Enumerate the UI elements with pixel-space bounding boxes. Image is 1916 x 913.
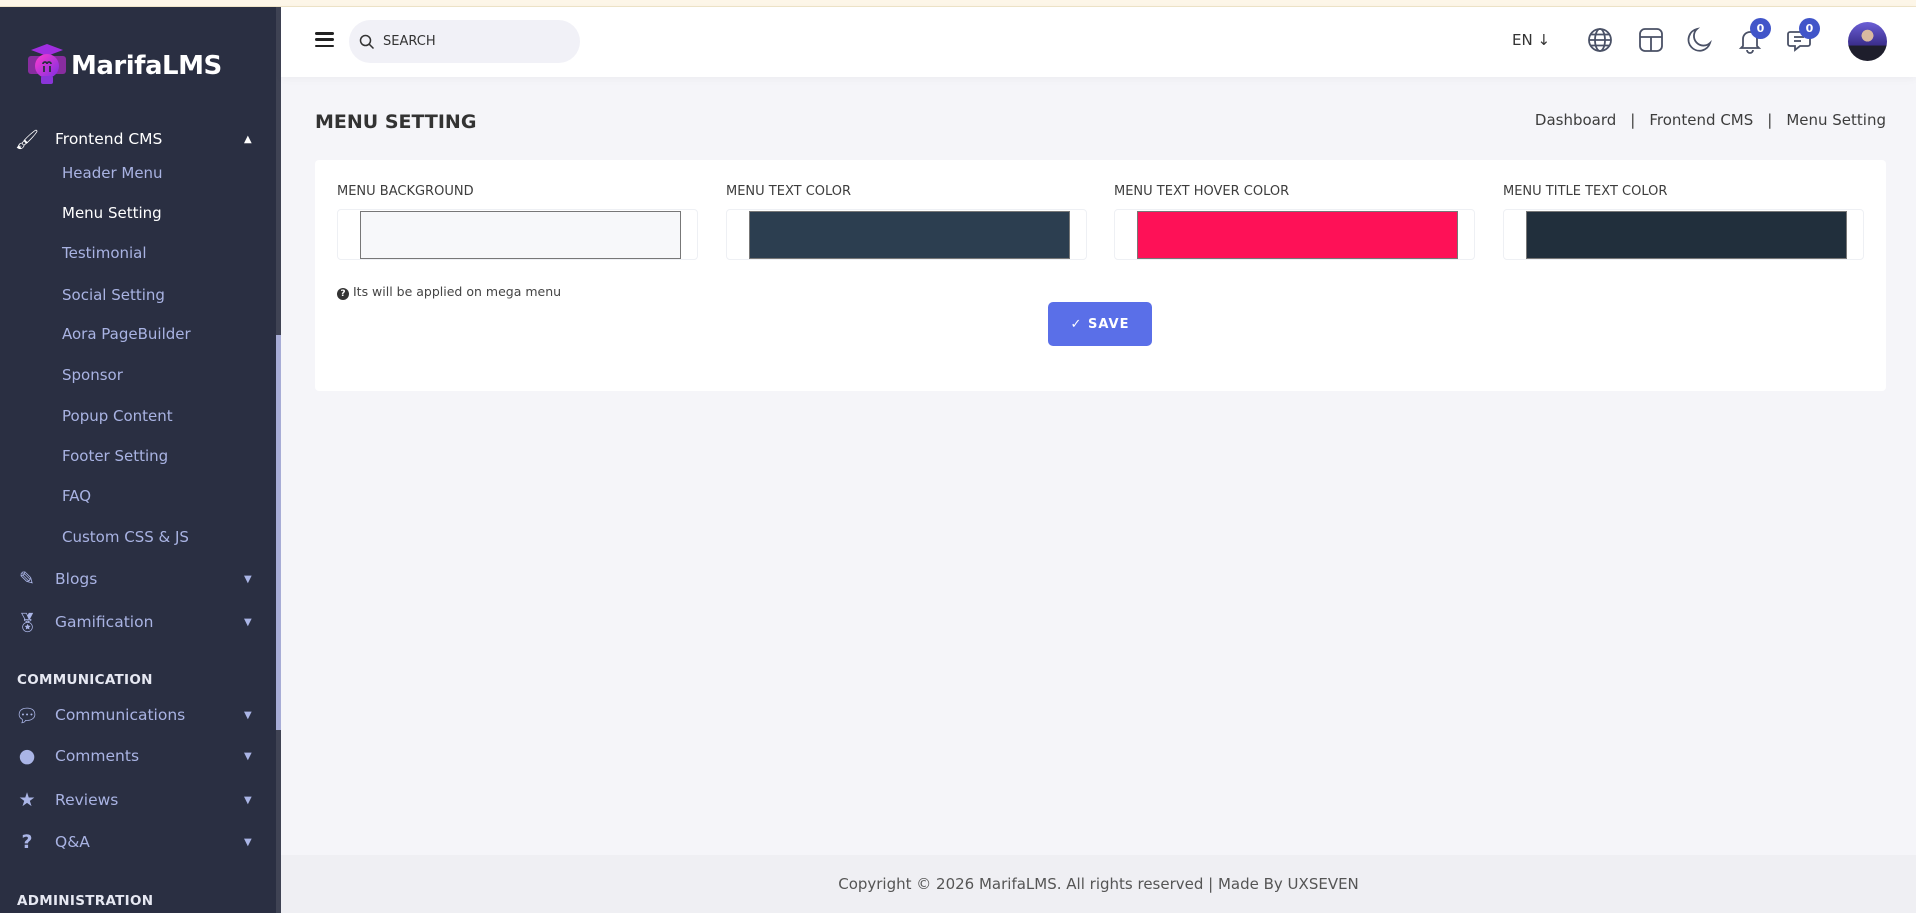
comment-icon: ● <box>18 745 36 767</box>
edit-icon: ✎ <box>19 568 35 590</box>
question-circle-icon: ? <box>337 288 349 300</box>
menu-text-hover-color-input[interactable] <box>1114 209 1475 260</box>
search-box[interactable] <box>349 20 580 63</box>
medal-icon: 🏅︎ <box>15 611 40 634</box>
search-input[interactable] <box>383 34 553 49</box>
caret-down-icon: ▼ <box>244 709 252 721</box>
sidebar-item-label: Reviews <box>55 791 119 809</box>
sidebar-item-comments[interactable]: ● Comments ▼ <box>0 738 276 774</box>
save-label: SAVE <box>1087 316 1130 332</box>
breadcrumb-frontend-cms[interactable]: Frontend CMS <box>1649 111 1754 129</box>
caret-down-icon: ▼ <box>244 573 252 585</box>
search-icon <box>359 34 375 49</box>
notifications-badge: 0 <box>1750 18 1771 39</box>
color-swatch[interactable] <box>749 211 1070 259</box>
sidebar-subitem-testimonial[interactable]: Testimonial <box>62 244 147 262</box>
layout-icon <box>1639 28 1663 52</box>
messages-button[interactable]: 0 <box>1785 18 1820 54</box>
messages-badge: 0 <box>1799 18 1820 39</box>
sidebar-scrollbar-thumb[interactable] <box>276 335 281 730</box>
breadcrumb-dashboard[interactable]: Dashboard <box>1534 111 1617 129</box>
sidebar-item-frontend-cms[interactable]: 🖌︎ Frontend CMS ▲ <box>0 121 276 157</box>
menu-title-text-color-input[interactable] <box>1503 209 1864 260</box>
browser-notice-strip <box>0 0 1916 7</box>
menu-setting-card: MENU BACKGROUND MENU TEXT COLOR MENU TEX… <box>315 160 1886 391</box>
notifications-button[interactable]: 0 <box>1736 18 1771 54</box>
globe-button[interactable] <box>1586 26 1614 54</box>
sidebar-subitem-social-setting[interactable]: Social Setting <box>62 286 165 304</box>
layout-button[interactable] <box>1637 26 1665 54</box>
caret-down-icon: ▼ <box>244 794 252 806</box>
brand-name: MarifaLMS <box>71 51 222 81</box>
comments-icon: 💬︎ <box>15 704 40 727</box>
menu-text-color-input[interactable] <box>726 209 1087 260</box>
lightbulb-logo-icon <box>28 44 66 84</box>
sidebar-subitem-footer-setting[interactable]: Footer Setting <box>62 447 169 465</box>
section-communication: COMMUNICATION <box>17 672 153 688</box>
menu-background-label: MENU BACKGROUND <box>337 184 474 199</box>
save-button[interactable]: ✓ SAVE <box>1048 302 1152 346</box>
breadcrumb-separator: | <box>1767 111 1773 129</box>
sidebar-item-label: Comments <box>55 747 140 765</box>
caret-down-icon: ▼ <box>244 750 252 762</box>
sidebar-item-gamification[interactable]: 🏅︎ Gamification ▼ <box>0 604 276 640</box>
footer: Copyright © 2026 MarifaLMS. All rights r… <box>281 855 1916 913</box>
question-icon: ? <box>21 831 33 853</box>
color-swatch[interactable] <box>1137 211 1458 259</box>
sidebar-subitem-sponsor[interactable]: Sponsor <box>62 366 123 384</box>
sidebar-item-label: Communications <box>55 706 186 724</box>
sidebar-subitem-custom-css-js[interactable]: Custom CSS & JS <box>62 528 189 546</box>
menu-title-text-color-label: MENU TITLE TEXT COLOR <box>1503 184 1668 199</box>
logo[interactable]: MarifaLMS <box>27 42 222 90</box>
menu-text-color-label: MENU TEXT COLOR <box>726 184 852 199</box>
caret-down-icon: ▼ <box>244 836 252 848</box>
paint-roller-icon: 🖌︎ <box>15 128 40 151</box>
sidebar-item-qa[interactable]: ? Q&A ▼ <box>0 824 276 860</box>
moon-icon <box>1687 27 1712 52</box>
sidebar-item-label: Q&A <box>55 833 90 851</box>
help-note: ? Its will be applied on mega menu <box>337 284 561 300</box>
breadcrumb-separator: | <box>1630 111 1636 129</box>
sidebar-subitem-popup-content[interactable]: Popup Content <box>62 407 173 425</box>
sidebar-subitem-menu-setting[interactable]: Menu Setting <box>62 204 162 222</box>
menu-text-hover-color-label: MENU TEXT HOVER COLOR <box>1114 184 1290 199</box>
user-avatar[interactable] <box>1848 22 1887 61</box>
page-title: MENU SETTING <box>315 111 477 133</box>
color-swatch[interactable] <box>360 211 681 259</box>
sidebar-subitem-header-menu[interactable]: Header Menu <box>62 164 163 182</box>
arrow-down-icon: ↓ <box>1537 31 1551 49</box>
sidebar-item-communications[interactable]: 💬︎ Communications ▼ <box>0 697 276 733</box>
caret-down-icon: ▼ <box>244 616 252 628</box>
sidebar-item-blogs[interactable]: ✎ Blogs ▼ <box>0 561 276 597</box>
sidebar-item-label: Blogs <box>55 570 98 588</box>
sidebar-subitem-aora-pagebuilder[interactable]: Aora PageBuilder <box>62 325 191 343</box>
sidebar: MarifaLMS 🖌︎ Frontend CMS ▲ Header Menu … <box>0 7 276 913</box>
sidebar-item-reviews[interactable]: ★ Reviews ▼ <box>0 782 276 818</box>
sidebar-item-label: Gamification <box>55 613 154 631</box>
breadcrumb-current: Menu Setting <box>1786 111 1886 129</box>
globe-icon <box>1588 28 1612 52</box>
caret-up-icon: ▲ <box>244 133 252 145</box>
sidebar-item-label: Frontend CMS <box>55 130 163 148</box>
help-text: Its will be applied on mega menu <box>352 284 562 299</box>
language-selector[interactable]: EN ↓ <box>1512 31 1550 49</box>
menu-toggle-button[interactable] <box>315 32 334 47</box>
color-swatch[interactable] <box>1526 211 1847 259</box>
star-icon: ★ <box>18 789 36 811</box>
menu-background-color-input[interactable] <box>337 209 698 260</box>
sidebar-subitem-faq[interactable]: FAQ <box>62 487 92 505</box>
breadcrumb: Dashboard | Frontend CMS | Menu Setting <box>1535 111 1886 129</box>
dark-mode-button[interactable] <box>1685 26 1713 54</box>
language-label: EN <box>1512 31 1533 49</box>
section-administration: ADMINISTRATION <box>17 893 154 909</box>
check-icon: ✓ <box>1070 316 1083 332</box>
